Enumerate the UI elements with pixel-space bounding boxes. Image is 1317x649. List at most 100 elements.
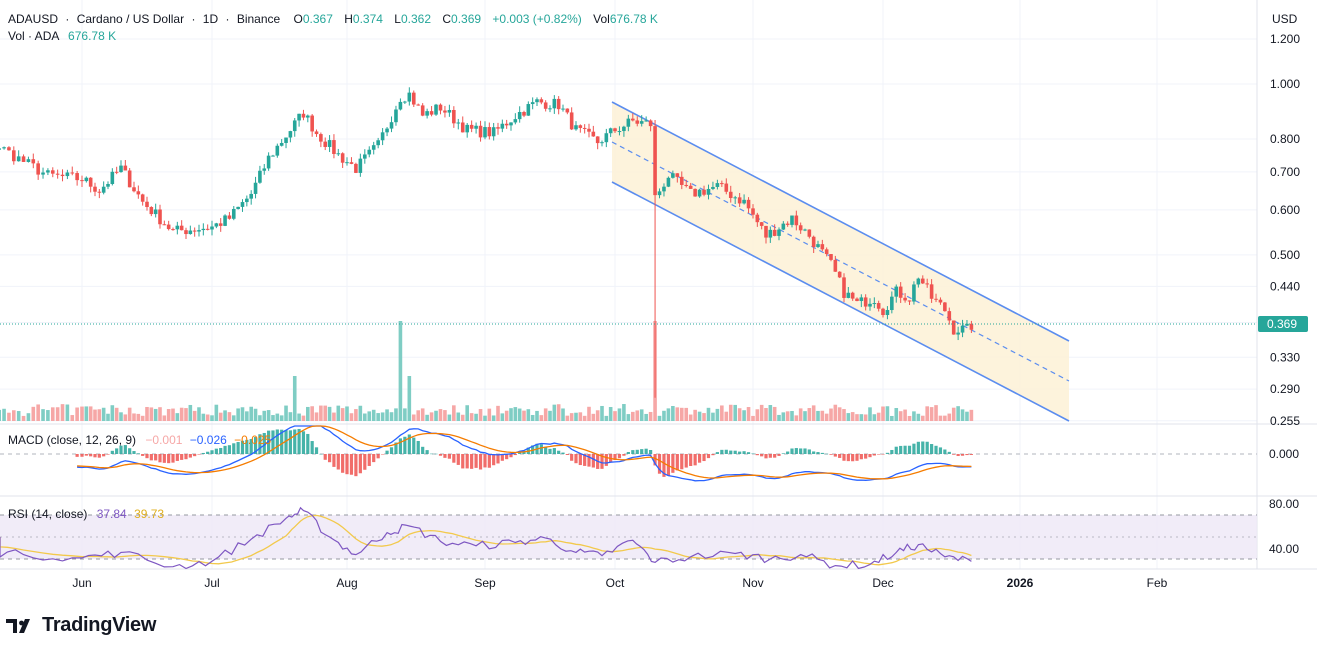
chart-gridlines bbox=[0, 0, 1257, 569]
time-axis[interactable]: Jun Jul Aug Sep Oct Nov Dec 2026 Feb bbox=[72, 576, 1167, 590]
volume-bar bbox=[807, 408, 812, 421]
macd-histogram-bar bbox=[825, 453, 829, 455]
candle-body bbox=[50, 170, 55, 174]
macd-histogram-bar bbox=[123, 445, 127, 454]
macd-histogram-bar bbox=[591, 454, 595, 468]
volume-bar bbox=[367, 411, 372, 421]
volume-bar bbox=[7, 412, 11, 421]
macd-histogram-bar bbox=[149, 454, 153, 461]
candle-body bbox=[569, 112, 574, 130]
candle-body bbox=[855, 298, 859, 302]
candle-body bbox=[675, 173, 680, 177]
macd-histogram-bar bbox=[557, 450, 561, 454]
macd-histogram-bar bbox=[925, 441, 929, 454]
macd-histogram-bar bbox=[570, 454, 574, 461]
volume-bar bbox=[258, 415, 262, 421]
candle-body bbox=[552, 98, 557, 109]
macd-histogram-bar bbox=[162, 454, 166, 463]
volume-bar bbox=[675, 407, 680, 421]
macd-histogram-bar bbox=[724, 449, 728, 454]
candle-body bbox=[319, 134, 323, 142]
candle-body bbox=[746, 199, 751, 209]
volume-bar bbox=[587, 406, 591, 421]
macd-histogram-bar bbox=[416, 440, 420, 454]
volume-bar bbox=[662, 410, 666, 421]
macd-histogram-bar bbox=[907, 445, 912, 454]
volume-bar bbox=[136, 413, 141, 421]
candle-body bbox=[960, 325, 965, 333]
macd-histogram-bar bbox=[671, 454, 675, 473]
candle-body bbox=[323, 141, 328, 147]
volume-bar bbox=[600, 405, 604, 421]
volume-bar bbox=[101, 407, 106, 421]
volume-bar bbox=[509, 408, 513, 421]
macd-histogram-bar bbox=[583, 454, 587, 466]
macd-histogram-bar bbox=[794, 448, 798, 454]
macd-histogram-bar bbox=[456, 454, 460, 465]
volume-bar bbox=[349, 413, 354, 421]
macd-histogram-bar bbox=[851, 454, 855, 462]
candle-body bbox=[715, 183, 720, 187]
candle-body bbox=[574, 125, 578, 130]
macd-histogram-bar bbox=[93, 454, 97, 458]
candle-body bbox=[907, 300, 912, 302]
volume-bar bbox=[565, 415, 570, 421]
macd-histogram-bar bbox=[764, 454, 768, 459]
macd-signal-value: −0.025 bbox=[234, 433, 271, 447]
volume-bar bbox=[403, 408, 407, 421]
candle-body bbox=[26, 159, 31, 162]
macd-histogram-bar bbox=[894, 446, 898, 454]
candle-body bbox=[816, 244, 820, 247]
candle-body bbox=[772, 229, 777, 236]
volume-bar bbox=[41, 409, 45, 421]
volume-bar bbox=[742, 410, 746, 421]
macd-histogram-bar bbox=[513, 454, 517, 456]
macd-histogram-bar bbox=[518, 451, 522, 454]
volume-bar bbox=[764, 407, 768, 421]
candles bbox=[0, 87, 974, 398]
price-axis[interactable]: 1.2001.0000.8000.7000.6000.5000.4400.380… bbox=[1270, 32, 1300, 428]
candle-body bbox=[604, 133, 609, 143]
volume-bar bbox=[938, 415, 943, 421]
candle-body bbox=[790, 215, 794, 225]
volume-bar bbox=[345, 406, 349, 421]
candle-body bbox=[657, 191, 662, 196]
macd-histogram-bar bbox=[197, 454, 201, 455]
volume-bar bbox=[639, 409, 644, 421]
volume-bar bbox=[582, 415, 587, 421]
candle-body bbox=[526, 104, 531, 116]
tradingview-brand[interactable]: TradingView bbox=[6, 614, 156, 637]
volume-bar bbox=[271, 415, 275, 421]
volume-bar bbox=[123, 414, 128, 421]
macd-histogram-bar bbox=[947, 451, 951, 454]
rsi-band bbox=[0, 515, 1257, 559]
macd-histogram-bar bbox=[407, 434, 411, 454]
volume-bar bbox=[561, 408, 565, 421]
macd-histogram-bar bbox=[267, 430, 271, 454]
candle-body bbox=[179, 225, 184, 231]
volume-bar bbox=[438, 409, 443, 421]
volume-bar bbox=[890, 415, 894, 421]
volume-bar bbox=[803, 411, 807, 421]
volume-bar bbox=[684, 407, 689, 421]
macd-histogram-bar bbox=[807, 449, 811, 454]
volume-bar bbox=[231, 415, 236, 421]
macd-histogram-bar bbox=[75, 454, 79, 457]
candle-body bbox=[679, 176, 684, 185]
candle-body bbox=[635, 120, 640, 124]
volume-bar bbox=[363, 413, 367, 421]
candle-body bbox=[666, 177, 671, 187]
rsi-legend: RSI (14, close) 37.84 39.73 bbox=[8, 507, 164, 521]
macd-histogram-bar bbox=[649, 449, 653, 454]
candle-body bbox=[591, 131, 596, 137]
candle-body bbox=[943, 302, 947, 312]
macd-legend-label: MACD (close, 12, 26, 9) bbox=[8, 433, 136, 447]
macd-histogram-bar bbox=[227, 445, 232, 454]
candle-body bbox=[332, 140, 336, 154]
volume-bar bbox=[617, 408, 622, 421]
candle-body bbox=[184, 230, 188, 235]
symbol-name: Cardano / US Dollar bbox=[77, 12, 184, 26]
volume-bar bbox=[398, 321, 403, 421]
candle-body bbox=[16, 156, 21, 162]
